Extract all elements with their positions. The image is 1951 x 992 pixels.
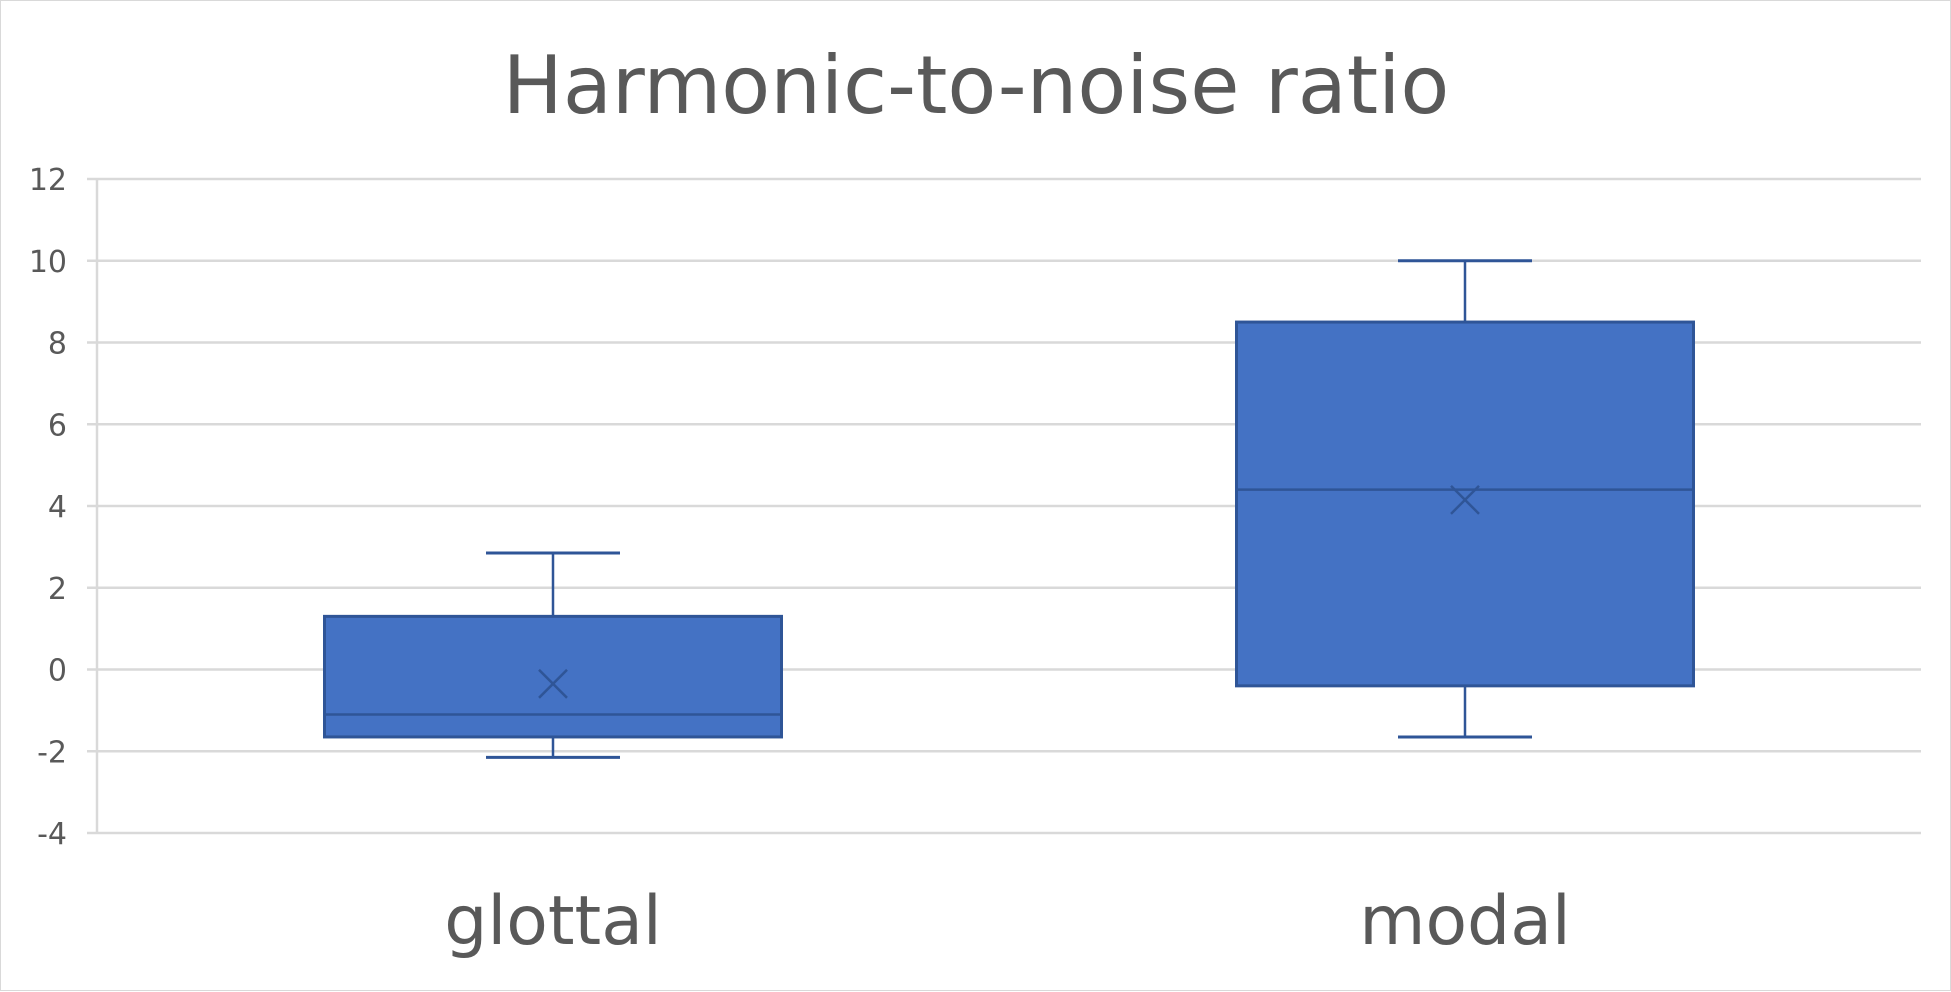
y-tick-label-0: 12 <box>29 163 67 198</box>
y-tick-label-4: 4 <box>48 490 67 525</box>
y-tick-label-7: -2 <box>37 735 67 770</box>
mean-marker-stroke-b <box>538 668 568 699</box>
chart-title: Harmonic-to-noise ratio <box>503 39 1450 132</box>
y-tick-label-2: 8 <box>48 327 67 362</box>
box-body-glottal <box>323 614 783 739</box>
y-tick-label-3: 6 <box>48 408 67 443</box>
box-glottal <box>323 551 783 759</box>
x-category-label-glottal: glottal <box>444 882 662 961</box>
box-series <box>323 259 1695 759</box>
y-axis-tick-labels: 12 10 8 6 4 2 0 -2 -4 <box>29 163 67 852</box>
y-tick-label-1: 10 <box>29 245 67 280</box>
mean-marker-glottal <box>538 668 568 699</box>
x-axis-category-labels: glottal modal <box>444 882 1571 961</box>
mean-marker-stroke-b <box>1450 484 1480 515</box>
box-body-modal <box>1235 320 1695 688</box>
box-modal <box>1235 259 1695 739</box>
mean-marker-modal <box>1450 484 1480 515</box>
y-tick-label-6: 0 <box>48 654 67 689</box>
y-tick-label-8: -4 <box>37 817 67 852</box>
y-tick-label-5: 2 <box>48 572 67 607</box>
x-category-label-modal: modal <box>1359 882 1571 961</box>
